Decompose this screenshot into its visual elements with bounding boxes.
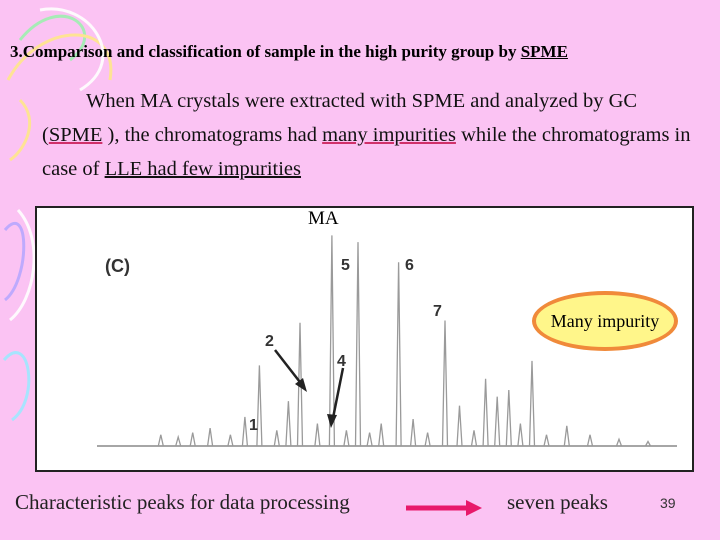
arrow-2-head bbox=[295, 378, 307, 392]
peak-20 bbox=[441, 320, 449, 447]
spme-highlight: SPME bbox=[48, 124, 103, 146]
many-impurity-callout: Many impurity bbox=[532, 291, 678, 351]
right-arrow-icon bbox=[406, 500, 482, 516]
page-number: 39 bbox=[660, 495, 676, 511]
peak-27 bbox=[528, 360, 536, 447]
footer-left-text: Characteristic peaks for data processing bbox=[15, 490, 350, 514]
peak-21 bbox=[456, 405, 463, 447]
peak-label-4: 4 bbox=[337, 353, 346, 370]
peak-10 bbox=[296, 322, 304, 447]
peak-12 bbox=[328, 235, 336, 447]
peak-5 bbox=[227, 434, 234, 447]
peak-19 bbox=[424, 432, 431, 447]
peak-label-7: 7 bbox=[433, 303, 442, 320]
peak-3 bbox=[189, 432, 196, 447]
title-spme: SPME bbox=[520, 42, 568, 61]
peak-7 bbox=[256, 365, 263, 447]
peak-15 bbox=[366, 432, 373, 447]
arrow-4 bbox=[331, 367, 345, 419]
peak-24 bbox=[494, 396, 501, 447]
peak-label-1: 1 bbox=[249, 417, 258, 434]
lle-highlight: LLE had few impurities bbox=[104, 158, 302, 180]
peak-4 bbox=[206, 427, 214, 447]
peak-16 bbox=[378, 423, 385, 447]
peak-11 bbox=[314, 423, 321, 447]
arrow-2 bbox=[274, 349, 304, 387]
ma-label: MA bbox=[308, 208, 339, 229]
peak-17 bbox=[395, 262, 402, 447]
peak-23 bbox=[482, 378, 489, 447]
peak-32 bbox=[644, 440, 652, 447]
peak-2 bbox=[175, 434, 182, 447]
peak-22 bbox=[470, 430, 478, 447]
chromatogram-svg: (C) 1 2 4 5 6 7 bbox=[97, 235, 677, 447]
peak-9 bbox=[285, 401, 292, 447]
peak-label-5: 5 bbox=[341, 257, 350, 274]
peak-13 bbox=[343, 430, 350, 447]
chart-title: (C) bbox=[105, 256, 130, 276]
peak-14 bbox=[354, 242, 362, 447]
peak-31 bbox=[615, 437, 623, 447]
peak-25 bbox=[505, 389, 512, 447]
peak-26 bbox=[517, 423, 524, 447]
peak-18 bbox=[409, 419, 417, 447]
peak-6 bbox=[241, 416, 249, 447]
slide-title: 3.Comparison and classification of sampl… bbox=[10, 42, 568, 61]
peak-29 bbox=[563, 425, 570, 447]
peak-1 bbox=[157, 434, 164, 447]
peak-label-6: 6 bbox=[405, 257, 414, 274]
footer-right-text: seven peaks bbox=[507, 490, 608, 514]
arrow-4-head bbox=[327, 414, 337, 428]
peak-8 bbox=[273, 430, 280, 447]
peak-label-2: 2 bbox=[265, 333, 274, 350]
peak-28 bbox=[543, 434, 550, 447]
many-impurities-highlight: many impurities bbox=[322, 124, 456, 146]
description-paragraph: When MA crystals were extracted with SPM… bbox=[42, 90, 691, 180]
peak-30 bbox=[586, 434, 594, 447]
